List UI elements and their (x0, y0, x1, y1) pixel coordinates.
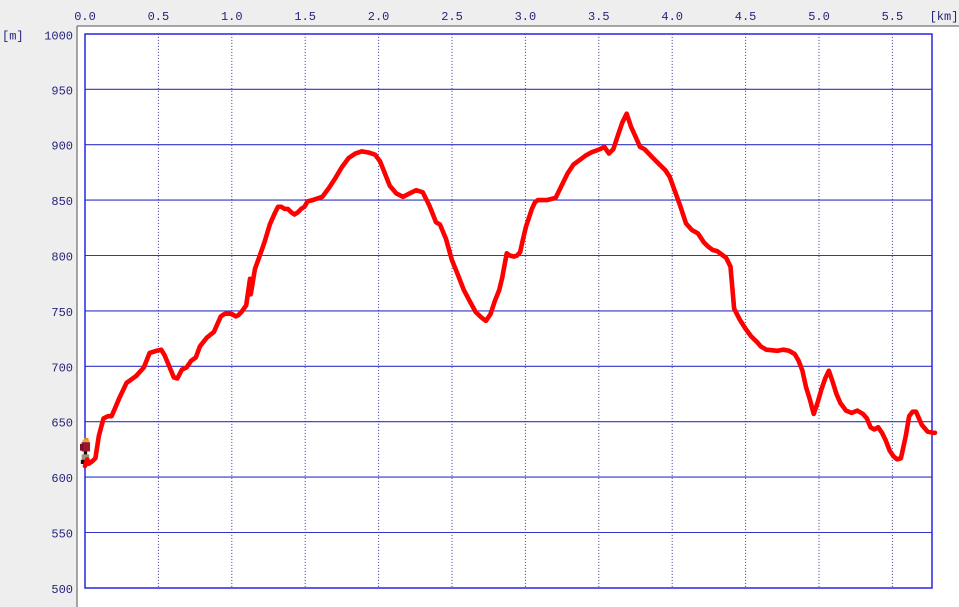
svg-text:650: 650 (51, 417, 73, 431)
svg-text:750: 750 (51, 306, 73, 320)
svg-text:900: 900 (51, 140, 73, 154)
svg-text:4.0: 4.0 (661, 10, 683, 24)
svg-text:500: 500 (51, 583, 73, 597)
svg-text:700: 700 (51, 361, 73, 375)
svg-text:0.5: 0.5 (148, 10, 170, 24)
svg-text:600: 600 (51, 472, 73, 486)
svg-text:850: 850 (51, 195, 73, 209)
svg-text:[km]: [km] (930, 10, 959, 24)
svg-text:550: 550 (51, 528, 73, 542)
svg-text:2.0: 2.0 (368, 10, 390, 24)
svg-text:5.5: 5.5 (882, 10, 904, 24)
svg-text:3.0: 3.0 (515, 10, 537, 24)
svg-text:950: 950 (51, 84, 73, 98)
svg-text:3.5: 3.5 (588, 10, 610, 24)
svg-text:1.0: 1.0 (221, 10, 243, 24)
svg-text:2.5: 2.5 (441, 10, 463, 24)
svg-text:[m]: [m] (2, 30, 24, 44)
svg-text:1000: 1000 (44, 30, 73, 44)
svg-text:0.0: 0.0 (74, 10, 96, 24)
svg-text:4.5: 4.5 (735, 10, 757, 24)
svg-text:800: 800 (51, 251, 73, 265)
svg-text:5.0: 5.0 (808, 10, 830, 24)
svg-text:1.5: 1.5 (294, 10, 316, 24)
